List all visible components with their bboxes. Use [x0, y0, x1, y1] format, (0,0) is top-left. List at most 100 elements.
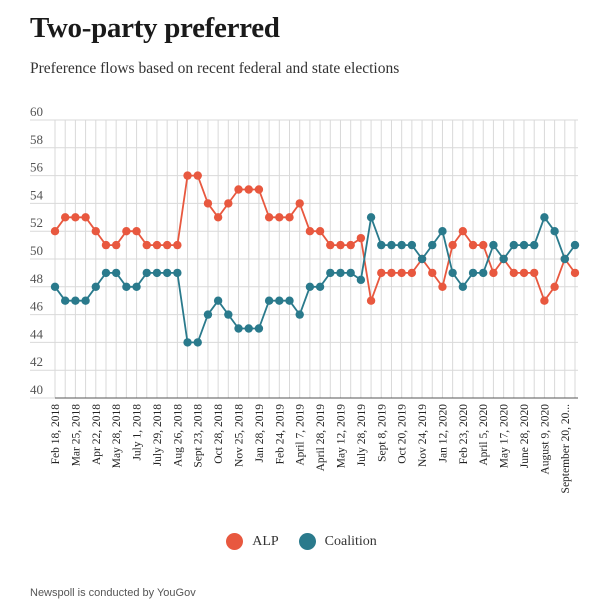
data-point-coalition	[550, 227, 559, 236]
data-point-coalition	[111, 268, 121, 278]
data-point-alp	[397, 268, 406, 278]
data-point-coalition	[499, 254, 508, 264]
y-tick-label: 60	[30, 104, 43, 119]
data-point-coalition	[244, 324, 253, 333]
data-point-alp	[275, 213, 284, 222]
data-point-coalition	[417, 254, 427, 264]
data-point-alp	[377, 268, 386, 278]
data-point-coalition	[509, 240, 519, 250]
data-point-alp	[60, 213, 70, 222]
data-point-alp	[550, 282, 559, 291]
data-point-alp	[234, 185, 243, 194]
data-point-coalition	[356, 275, 366, 285]
data-point-alp	[428, 268, 437, 278]
data-point-coalition	[407, 240, 417, 250]
data-point-alp	[91, 227, 100, 236]
y-tick-label: 46	[30, 299, 44, 314]
data-point-alp	[438, 282, 447, 291]
x-tick-label: Oct 28, 2018	[213, 404, 225, 464]
data-point-alp	[71, 213, 80, 222]
data-point-alp	[305, 227, 315, 236]
data-point-coalition	[489, 240, 498, 250]
data-point-coalition	[101, 268, 111, 278]
x-tick-label: Nov 24, 2019	[417, 404, 429, 467]
y-tick-label: 48	[30, 271, 43, 286]
data-point-alp	[132, 227, 141, 236]
series-line-coalition	[54, 213, 576, 344]
data-point-coalition	[173, 268, 182, 278]
data-point-coalition	[193, 338, 202, 347]
alp-legend-dot-icon	[226, 533, 244, 550]
chart-title: Two-party preferred	[30, 12, 280, 44]
data-point-coalition	[152, 268, 162, 278]
y-tick-label: 50	[30, 243, 43, 258]
data-point-alp	[173, 240, 182, 250]
data-point-coalition	[254, 324, 264, 333]
x-tick-label: May 17, 2020	[499, 404, 511, 468]
data-point-coalition	[224, 310, 233, 319]
x-tick-label: Jan 28, 2019	[254, 404, 266, 463]
data-point-coalition	[336, 268, 345, 278]
data-point-alp	[346, 240, 355, 250]
data-point-coalition	[458, 282, 468, 291]
data-point-coalition	[468, 268, 478, 278]
data-point-alp	[315, 227, 325, 236]
x-tick-label: Aug 26, 2018	[172, 404, 184, 467]
x-tick-label: Feb 18, 2018	[50, 404, 62, 465]
data-point-coalition	[162, 268, 172, 278]
data-point-coalition	[448, 268, 457, 278]
x-tick-label: April 7, 2019	[295, 404, 307, 466]
x-tick-label: Sept 23, 2018	[193, 404, 205, 468]
x-tick-label: April 5, 2020	[478, 404, 490, 466]
data-point-alp	[285, 213, 294, 222]
data-point-alp	[570, 268, 580, 278]
data-point-coalition	[91, 282, 100, 291]
x-tick-label: August 9, 2020	[539, 404, 551, 475]
data-point-coalition	[377, 240, 386, 250]
y-tick-label: 52	[30, 215, 43, 230]
data-point-alp	[111, 240, 121, 250]
data-point-alp	[479, 240, 488, 250]
data-point-alp	[152, 240, 162, 250]
data-point-coalition	[397, 240, 406, 250]
x-tick-label: April 28, 2019	[315, 404, 327, 472]
data-point-coalition	[142, 268, 151, 278]
data-point-alp	[366, 296, 376, 305]
data-point-coalition	[60, 296, 70, 305]
legend: ALP Coalition	[0, 533, 603, 550]
legend-label-coalition: Coalition	[324, 533, 377, 549]
legend-item-alp[interactable]: ALP	[226, 533, 279, 550]
legend-item-coalition[interactable]: Coalition	[298, 533, 377, 550]
data-point-coalition	[366, 213, 376, 222]
y-tick-label: 56	[30, 160, 44, 175]
data-point-alp	[264, 213, 274, 222]
data-point-alp	[254, 185, 264, 194]
data-point-alp	[50, 227, 60, 236]
data-point-alp	[489, 268, 498, 278]
y-tick-label: 42	[30, 354, 43, 369]
x-tick-label: May 28, 2018	[111, 404, 123, 468]
data-point-alp	[295, 199, 304, 208]
data-point-alp	[326, 240, 335, 250]
x-tick-label: July 29, 2018	[152, 404, 164, 467]
data-point-alp	[224, 199, 233, 208]
x-tick-label: July 28, 2019	[356, 404, 368, 467]
data-point-alp	[183, 171, 192, 180]
x-tick-label: Feb 24, 2019	[274, 404, 286, 465]
legend-label-alp: ALP	[252, 533, 279, 549]
data-point-coalition	[264, 296, 274, 305]
x-tick-label: Oct 20, 2019	[397, 404, 409, 464]
coalition-legend-dot-icon	[298, 533, 316, 550]
x-tick-label: Apr 22, 2018	[91, 404, 103, 465]
x-tick-label: Mar 25, 2018	[70, 404, 82, 467]
data-point-coalition	[438, 227, 447, 236]
x-tick-label: Nov 25, 2018	[234, 404, 246, 467]
data-point-alp	[509, 268, 519, 278]
data-point-coalition	[428, 240, 437, 250]
data-point-coalition	[346, 268, 355, 278]
data-point-coalition	[530, 240, 539, 250]
x-tick-label: Jan 12, 2020	[437, 404, 449, 463]
data-point-alp	[540, 296, 549, 305]
data-point-alp	[336, 240, 345, 250]
data-point-alp	[519, 268, 529, 278]
